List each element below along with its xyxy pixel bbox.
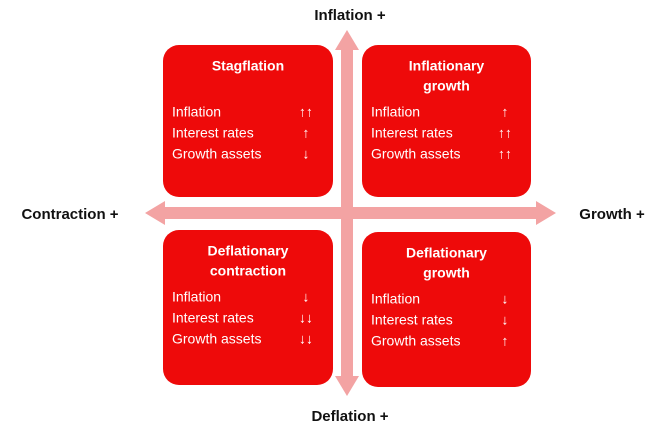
axis-label: Inflation +: [314, 7, 385, 24]
row-label: Interest rates: [172, 125, 254, 141]
row-label: Growth assets: [371, 146, 460, 162]
axis-label: Deflation +: [311, 408, 388, 425]
row-arrows: ↓: [502, 291, 509, 307]
arrow-head: [335, 30, 359, 50]
row-label: Interest rates: [371, 312, 453, 328]
row-label: Interest rates: [172, 310, 254, 326]
row-arrows: ↓: [303, 146, 310, 162]
row-label: Interest rates: [371, 125, 453, 141]
quadrant-title: Inflationary: [409, 58, 485, 74]
row-label: Inflation: [172, 104, 221, 120]
row-label: Inflation: [172, 289, 221, 305]
row-arrows: ↓↓: [299, 331, 313, 347]
quadrant: [362, 45, 531, 197]
row-arrows: ↑: [502, 333, 509, 349]
row-label: Growth assets: [172, 331, 261, 347]
axis-label: Contraction +: [21, 206, 118, 223]
row-arrows: ↑: [502, 104, 509, 120]
row-arrows: ↑↑: [498, 125, 512, 141]
quadrant: [362, 232, 531, 387]
row-arrows: ↓: [303, 289, 310, 305]
row-arrows: ↑↑: [498, 146, 512, 162]
row-label: Inflation: [371, 291, 420, 307]
axis-label: Growth +: [579, 206, 645, 223]
quadrant: [163, 45, 333, 197]
row-label: Growth assets: [172, 146, 261, 162]
arrow-head: [335, 376, 359, 396]
row-arrows: ↓↓: [299, 310, 313, 326]
quadrant-title: contraction: [210, 263, 286, 279]
axes: [145, 30, 556, 396]
horizontal-axis: [162, 207, 538, 219]
quadrant-title: growth: [423, 78, 470, 94]
arrow-head: [145, 201, 165, 225]
row-label: Growth assets: [371, 333, 460, 349]
quadrant: [163, 230, 333, 385]
row-label: Inflation: [371, 104, 420, 120]
arrow-head: [536, 201, 556, 225]
row-arrows: ↑: [303, 125, 310, 141]
quadrant-title: Stagflation: [212, 58, 284, 74]
row-arrows: ↓: [502, 312, 509, 328]
quadrant-title: Deflationary: [208, 243, 289, 259]
quadrant-title: Deflationary: [406, 245, 487, 261]
quadrant-title: growth: [423, 265, 470, 281]
row-arrows: ↑↑: [299, 104, 313, 120]
